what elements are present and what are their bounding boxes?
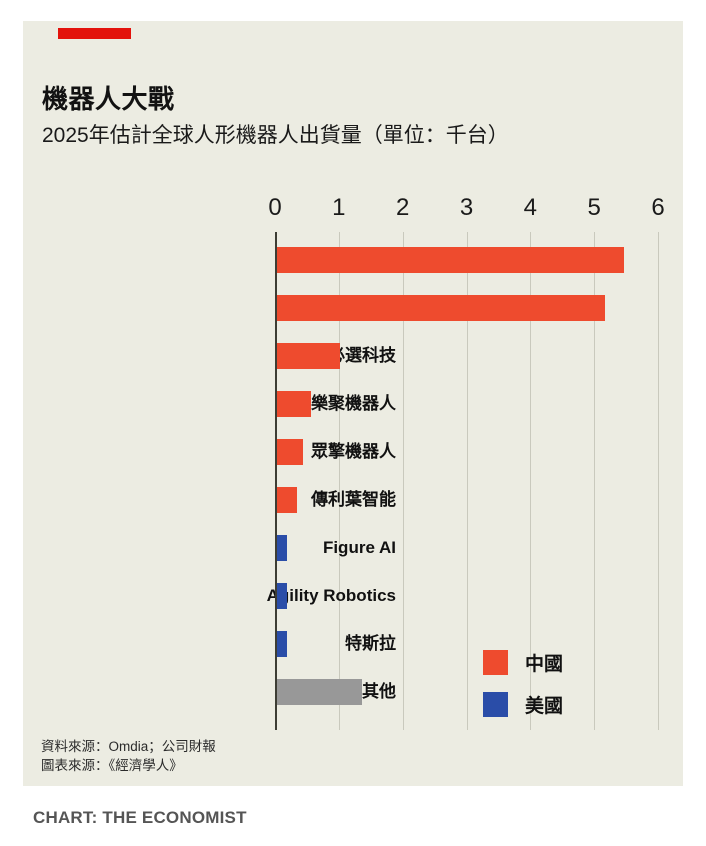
- x-tick-label: 6: [651, 194, 665, 221]
- x-tick-label: 3: [459, 194, 474, 221]
- bar: [276, 343, 340, 369]
- category-label: 其他: [362, 682, 396, 701]
- gridline: [658, 232, 659, 730]
- gridline: [594, 232, 596, 730]
- x-tick-label: 0: [268, 194, 282, 221]
- source-line-2: 圖表來源：《經濟學人》: [41, 758, 183, 773]
- category-label: 眾擎機器人: [311, 442, 396, 461]
- x-tick-label: 4: [523, 194, 538, 221]
- bar: [276, 679, 363, 705]
- bar: [276, 295, 605, 321]
- category-label: Agility Robotics: [266, 586, 396, 605]
- category-label: Figure AI: [322, 538, 396, 557]
- gridline: [466, 232, 468, 730]
- bar: [276, 391, 312, 417]
- x-tick-label: 2: [395, 194, 410, 221]
- legend-item: 中國: [483, 641, 563, 683]
- zero-axis-line: [275, 232, 277, 730]
- bar: [276, 535, 287, 561]
- category-label: 特斯拉: [345, 634, 396, 653]
- bar: [276, 439, 303, 465]
- x-tick-label: 1: [332, 194, 346, 221]
- bar: [276, 631, 287, 657]
- legend: 中國 美國: [483, 641, 563, 725]
- bar: [276, 247, 624, 273]
- category-label: 傳利葉智能: [311, 490, 396, 509]
- chart-title: 機器人大戰: [42, 84, 175, 114]
- category-label: 樂聚機器人: [311, 394, 396, 413]
- bar: [276, 583, 287, 609]
- legend-swatch: [483, 649, 508, 675]
- gridline: [402, 232, 404, 730]
- legend-label: 中國: [525, 653, 564, 675]
- bar: [276, 487, 298, 513]
- chart-subtitle: 2025年估計全球人形機器人出貨量（單位：千台）: [42, 124, 509, 147]
- legend-swatch: [483, 691, 508, 717]
- legend-item: 美國: [483, 683, 563, 725]
- x-tick-label: 5: [587, 194, 601, 221]
- source-line-1: 資料來源：Omdia；公司財報: [41, 739, 216, 754]
- gridline: [338, 232, 340, 730]
- chart-credit: CHART: THE ECONOMIST: [33, 808, 247, 827]
- economist-red-rule: [58, 28, 131, 39]
- gridline: [530, 232, 532, 730]
- legend-label: 美國: [525, 695, 564, 717]
- source-note: 資料來源：Omdia；公司財報 圖表來源：《經濟學人》: [41, 737, 216, 775]
